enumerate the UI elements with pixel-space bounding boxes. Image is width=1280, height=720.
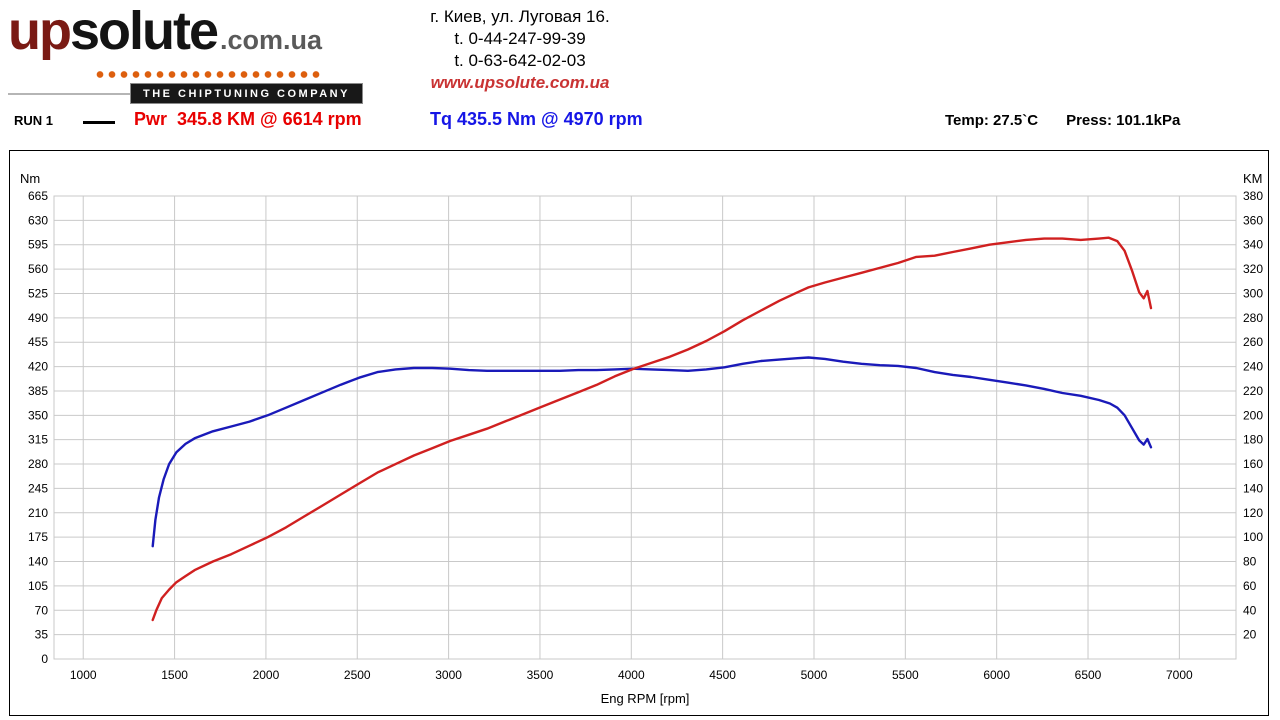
right-axis-tick-label: 360 — [1243, 213, 1263, 227]
logo-tagline: THE CHIPTUNING COMPANY — [130, 83, 363, 104]
power-peak-reading: Pwr 345.8 KM @ 6614 rpm — [134, 109, 362, 129]
left-axis-tick-label: 245 — [28, 481, 48, 495]
environment-readings: Temp: 27.5`C Press: 101.1kPa — [945, 112, 1180, 129]
right-axis-tick-label: 260 — [1243, 335, 1263, 349]
left-axis-tick-label: 105 — [28, 579, 48, 593]
left-axis-tick-label: 315 — [28, 433, 48, 447]
left-axis-tick-label: 70 — [35, 603, 49, 617]
right-axis-tick-label: 180 — [1243, 433, 1263, 447]
address-phone-2: t. 0-63-642-02-03 — [454, 51, 586, 70]
chart-container: 0 35 70 105 140 175 210 245 280 315 350 385 420 455 49… — [9, 150, 1269, 716]
right-axis-tick-label: 120 — [1243, 506, 1263, 520]
left-axis-tick-label: 490 — [28, 311, 48, 325]
left-axis-title: Nm — [20, 171, 40, 186]
x-axis-tick-label: 7000 — [1166, 668, 1193, 682]
left-axis-tick-label: 140 — [28, 555, 48, 569]
right-axis-tick-label: 40 — [1243, 603, 1257, 617]
x-axis-tick-label: 1000 — [70, 668, 97, 682]
readings-row: RUN 1 Pwr 345.8 KM @ 6614 rpm Tq 435.5 N… — [0, 104, 1280, 138]
x-axis-tick-label: 2500 — [344, 668, 371, 682]
torque-peak-reading: Tq 435.5 Nm @ 4970 rpm — [430, 109, 643, 129]
x-axis-tick-label: 3000 — [435, 668, 462, 682]
right-axis-tick-label: 300 — [1243, 286, 1263, 300]
left-axis-tick-label: 420 — [28, 360, 48, 374]
left-axis-tick-label: 595 — [28, 238, 48, 252]
tagline-rule — [8, 92, 130, 95]
x-axis-tick-label: 5500 — [892, 668, 919, 682]
left-axis-tick-label: 385 — [28, 384, 48, 398]
run-label: RUN 1 — [14, 113, 54, 128]
right-axis-tick-label: 220 — [1243, 384, 1263, 398]
left-axis-tick-label: 630 — [28, 213, 48, 227]
power-curve — [151, 236, 1153, 622]
right-axis-tick-label: 200 — [1243, 408, 1263, 422]
x-axis-title: Eng RPM [rpm] — [601, 691, 690, 706]
right-axis-tick-label: 280 — [1243, 311, 1263, 325]
right-axis-tick-label: 320 — [1243, 262, 1263, 276]
pressure-value: Press: 101.1kPa — [1066, 112, 1181, 129]
right-axis-tick-label: 340 — [1243, 238, 1263, 252]
left-axis-tick-label: 525 — [28, 286, 48, 300]
x-axis-tick-label: 6000 — [983, 668, 1010, 682]
left-axis-tick-label: 0 — [41, 652, 48, 666]
x-axis-tick-label: 4000 — [618, 668, 645, 682]
right-axis-title: KM — [1243, 171, 1263, 186]
torque-curve — [151, 356, 1153, 548]
x-axis-tick-label: 5000 — [801, 668, 828, 682]
x-axis-tick-label: 4500 — [709, 668, 736, 682]
right-axis-tick-label: 240 — [1243, 360, 1263, 374]
right-axis-tick-label: 140 — [1243, 481, 1263, 495]
logo-wordmark: upsolute .com.ua — [8, 2, 363, 69]
x-axis-tick-label: 1500 — [161, 668, 188, 682]
x-axis-tick-label: 6500 — [1075, 668, 1102, 682]
address-phone-1: t. 0-44-247-99-39 — [454, 29, 586, 48]
logo: upsolute .com.ua THE CHIPTUNING COMPANY — [8, 2, 363, 104]
logo-text-solute: solute — [69, 1, 219, 61]
right-axis-tick-label: 20 — [1243, 628, 1257, 642]
left-axis-tick-label: 210 — [28, 506, 48, 520]
logo-dots-decoration — [96, 70, 324, 79]
dyno-chart: 0 35 70 105 140 175 210 245 280 315 350 385 420 455 49… — [20, 171, 1263, 706]
right-axis-tick-label: 160 — [1243, 457, 1263, 471]
logo-tagline-row: THE CHIPTUNING COMPANY — [8, 83, 363, 104]
right-axis-tick-label: 380 — [1243, 189, 1263, 203]
right-axis-tick-label: 80 — [1243, 555, 1257, 569]
x-axis-tick-label: 2000 — [253, 668, 280, 682]
left-axis-tick-label: 560 — [28, 262, 48, 276]
temperature-value: Temp: 27.5`C — [945, 112, 1039, 129]
address-line-1: г. Киев, ул. Луговая 16. — [430, 7, 610, 26]
right-axis-tick-label: 100 — [1243, 530, 1263, 544]
website-link[interactable]: www.upsolute.com.ua — [430, 73, 610, 92]
left-axis-tick-label: 350 — [28, 408, 48, 422]
left-axis-tick-label: 280 — [28, 457, 48, 471]
logo-domain-suffix: .com.ua — [220, 25, 323, 55]
left-axis-tick-label: 665 — [28, 189, 48, 203]
logo-text-up: up — [8, 1, 72, 61]
address-block: г. Киев, ул. Луговая 16. t. 0-44-247-99-… — [400, 6, 640, 94]
x-axis-tick-label: 3500 — [527, 668, 554, 682]
run-legend-line — [83, 121, 115, 124]
left-axis-tick-label: 455 — [28, 335, 48, 349]
left-axis-tick-label: 35 — [35, 628, 49, 642]
left-axis-tick-label: 175 — [28, 530, 48, 544]
right-axis-tick-label: 60 — [1243, 579, 1257, 593]
